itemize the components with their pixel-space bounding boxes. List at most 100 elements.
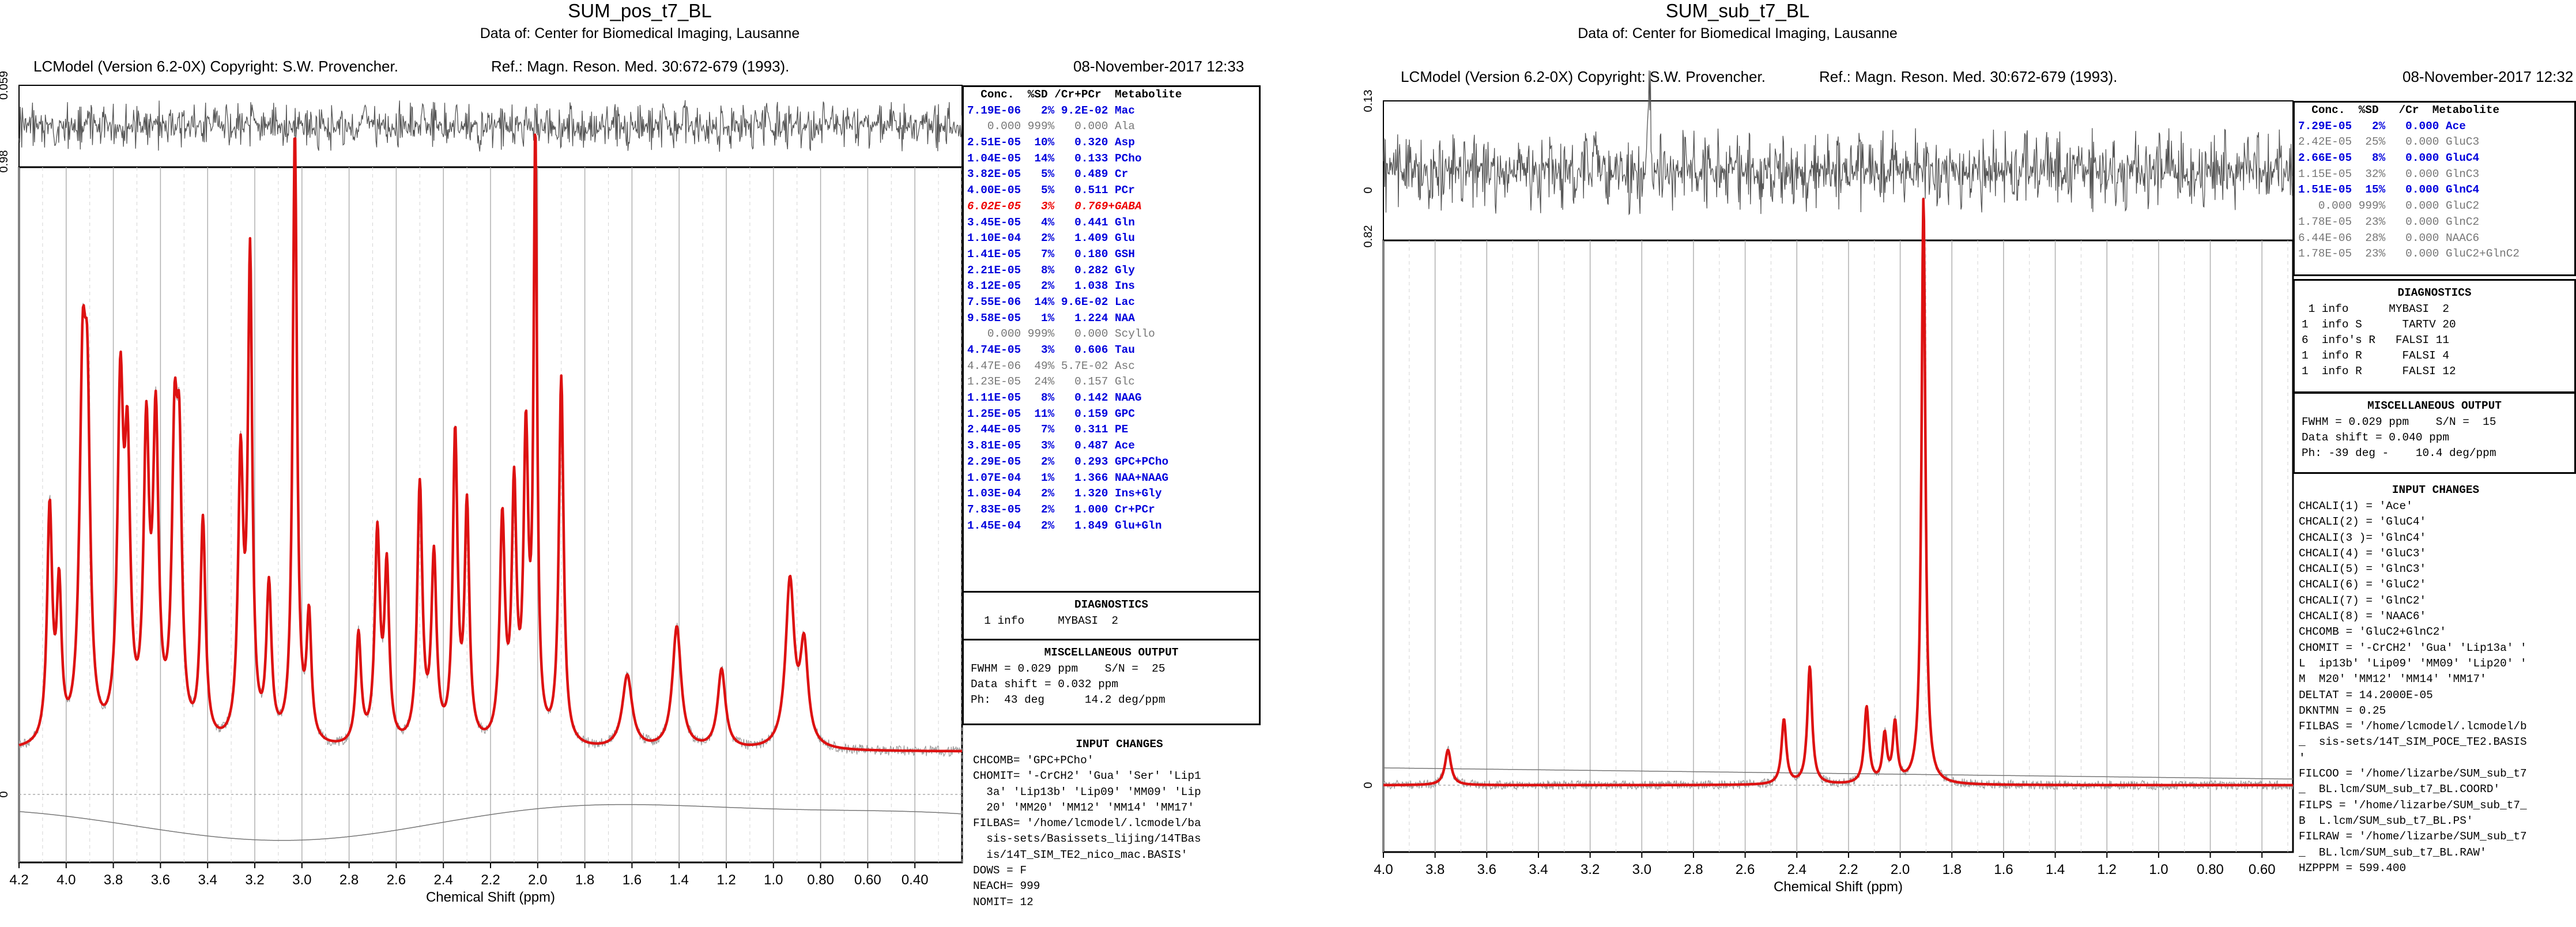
y-axis-label: 0.98	[0, 150, 10, 173]
text-line: CHCALI(2) = 'GluC4'	[2299, 515, 2427, 529]
x-tick-label: 3.6	[1477, 862, 1496, 877]
x-tick-label: 1.0	[764, 872, 783, 888]
x-tick-label: 0.60	[2249, 862, 2276, 877]
table-row: 1.78E-05 23% 0.000 GluC2+GlnC2	[2298, 247, 2520, 261]
text-line: CHOMIT= '-CrCH2' 'Gua' 'Ser' 'Lip1	[973, 770, 1201, 783]
report-date: 08-November-2017 12:33	[1073, 58, 1244, 75]
x-tick-label: 1.4	[2046, 862, 2065, 877]
concentration-table: Conc. %SD /Cr+PCr Metabolite 7.19E-06 2%…	[962, 85, 1261, 593]
x-tick-label: 2.8	[340, 872, 359, 888]
text-line: FILBAS = '/home/lcmodel/.lcmodel/b	[2299, 720, 2527, 733]
x-tick-label: 0.60	[854, 872, 881, 888]
table-row: 6.02E-05 3% 0.769+GABA	[967, 199, 1142, 213]
misc-title: MISCELLANEOUS OUTPUT	[1044, 646, 1179, 659]
text-line: CHCOMB= 'GPC+PCho'	[973, 754, 1094, 767]
text-line: B L.lcm/SUM_sub_t7_BL.PS'	[2299, 814, 2473, 827]
report-title: SUM_sub_t7_BL	[1665, 0, 1810, 21]
text-line: 1 info R FALSI 4	[2302, 349, 2449, 362]
table-row: 0.000 999% 0.000 Ala	[967, 120, 1135, 133]
text-line: Data shift = 0.032 ppm	[971, 678, 1118, 691]
table-row: 1.03E-04 2% 1.320 Ins+Gly	[967, 487, 1162, 500]
input-changes-title: INPUT CHANGES	[2392, 484, 2480, 496]
x-tick-label: 3.8	[104, 872, 123, 888]
x-tick-label: 1.2	[716, 872, 736, 888]
text-line: CHCALI(6) = 'GluC2'	[2299, 578, 2427, 591]
x-tick-label: 2.6	[387, 872, 406, 888]
program-copyright: LCModel (Version 6.2-0X) Copyright: S.W.…	[33, 58, 398, 75]
text-line: 6 info's R FALSI 11	[2302, 334, 2449, 346]
x-tick-label: 0.80	[807, 872, 834, 888]
baseline-trace	[18, 804, 963, 841]
table-row: 3.81E-05 3% 0.487 Ace	[967, 439, 1135, 453]
text-line: FILPS = '/home/lizarbe/SUM_sub_t7_	[2299, 798, 2527, 812]
table-row: 1.78E-05 23% 0.000 GlnC2	[2298, 215, 2480, 228]
text-line: sis-sets/Basissets_lijing/14TBas	[973, 832, 1201, 846]
x-tick-label: 0.80	[2197, 862, 2224, 877]
x-tick-label: 3.2	[1581, 862, 1600, 877]
table-row: 4.74E-05 3% 0.606 Tau	[967, 344, 1135, 356]
table-row: 1.15E-05 32% 0.000 GlnC3	[2298, 167, 2480, 180]
text-line: CHCALI(5) = 'GlnC3'	[2299, 563, 2427, 576]
text-line: CHCALI(3 )= 'GlnC4'	[2299, 531, 2427, 544]
table-row: 1.04E-05 14% 0.133 PCho	[967, 152, 1142, 165]
x-tick-label: 3.8	[1425, 862, 1444, 877]
text-line: L ip13b' 'Lip09' 'MM09' 'Lip20' '	[2299, 657, 2527, 670]
y-axis-label: 0	[0, 791, 10, 797]
diagnostics-title: DIAGNOSTICS	[1074, 598, 1148, 611]
text-line: _ BL.lcm/SUM_sub_t7_BL.COORD'	[2299, 783, 2500, 796]
misc-output-panel: MISCELLANEOUS OUTPUT FWHM = 0.029 ppm S/…	[2293, 392, 2576, 474]
table-row: 2.21E-05 8% 0.282 Gly	[967, 263, 1135, 277]
text-line: DELTAT = 14.2000E-05	[2299, 688, 2433, 702]
text-line: CHCALI(8) = 'NAAC6'	[2299, 610, 2427, 623]
x-tick-label: 3.0	[1632, 862, 1651, 877]
text-line: 20' 'MM20' 'MM12' 'MM14' 'MM17'	[973, 801, 1194, 814]
x-tick-label: 3.2	[245, 872, 264, 888]
table-header: Conc. %SD /Cr Metabolite	[2298, 104, 2500, 116]
table-row: 2.42E-05 25% 0.000 GluC3	[2298, 135, 2480, 149]
text-line: HZPPPM = 599.400	[2299, 861, 2407, 875]
data-trace	[1383, 197, 2294, 791]
x-tick-label: 2.8	[1684, 862, 1703, 877]
table-row: 8.12E-05 2% 1.038 Ins	[967, 280, 1135, 293]
text-line: CHCALI(1) = 'Ace'	[2299, 500, 2413, 513]
x-axis-label: Chemical Shift (ppm)	[1774, 879, 1903, 895]
x-tick-label: 2.4	[434, 872, 453, 888]
table-row: 2.51E-05 10% 0.320 Asp	[967, 136, 1135, 149]
x-tick-label: 4.0	[1374, 862, 1393, 877]
table-row: 7.19E-06 2% 9.2E-02 Mac	[967, 104, 1135, 117]
text-line: _ BL.lcm/SUM_sub_t7_BL.RAW'	[2299, 846, 2487, 859]
x-tick-label: 2.6	[1736, 862, 1755, 877]
table-row: 7.29E-05 2% 0.000 Ace	[2298, 119, 2466, 133]
x-tick-label: 1.0	[2149, 862, 2168, 877]
table-row: 9.58E-05 1% 1.224 NAA	[967, 311, 1135, 325]
x-tick-label: 2.2	[481, 872, 500, 888]
text-line: 1 info S TARTV 20	[2302, 318, 2456, 331]
x-tick-label: 3.0	[292, 872, 311, 888]
input-changes-panel: INPUT CHANGES CHCALI(1) = 'Ace' CHCALI(2)…	[2295, 481, 2576, 876]
diagnostics-panel: DIAGNOSTICS 1 info MYBASI 2 1 info S TART…	[2293, 279, 2576, 393]
table-row: 7.83E-05 2% 1.000 Cr+PCr	[967, 503, 1155, 516]
input-changes-panel: INPUT CHANGES CHCOMB= 'GPC+PCho' CHOMIT= …	[970, 736, 1269, 910]
table-row: 4.47E-06 49% 5.7E-02 Asc	[967, 359, 1135, 372]
table-row: 1.07E-04 1% 1.366 NAA+NAAG	[967, 471, 1169, 484]
table-row: 4.00E-05 5% 0.511 PCr	[967, 184, 1135, 197]
table-row: 1.25E-05 11% 0.159 GPC	[967, 407, 1135, 420]
table-row: 7.55E-06 14% 9.6E-02 Lac	[967, 295, 1135, 308]
table-row: 1.23E-05 24% 0.157 Glc	[967, 375, 1135, 389]
input-changes-title: INPUT CHANGES	[1076, 738, 1163, 751]
text-line: DKNTMN = 0.25	[2299, 704, 2386, 717]
table-row: 1.41E-05 7% 0.180 GSH	[967, 247, 1135, 261]
table-row: 1.45E-04 2% 1.849 Glu+Gln	[967, 519, 1162, 532]
spectrum-chart-sub: 4.0 3.8 3.6 3.4 3.2 3.0 2.8 2.6 2.4 2.2 2.0 1.8 1.6 1…	[1362, 70, 2294, 895]
text-line: FILBAS= '/home/lcmodel/.lcmodel/ba	[973, 817, 1201, 830]
report-subtitle: Data of: Center for Biomedical Imaging, …	[1578, 25, 1898, 42]
y-axis-label: 0.059	[0, 71, 10, 100]
x-tick-label: 1.6	[1994, 862, 2013, 877]
table-row: 3.45E-05 4% 0.441 Gln	[967, 216, 1135, 229]
fit-trace	[18, 133, 963, 753]
y-axis-label: 0	[1362, 782, 1375, 788]
text-line: Ph: -39 deg - 10.4 deg/ppm	[2302, 447, 2496, 459]
text-line: CHCALI(4) = 'GluC3'	[2299, 547, 2427, 560]
table-row: 1.51E-05 15% 0.000 GlnC4	[2298, 183, 2480, 197]
text-line: 1 info MYBASI 2	[971, 615, 1118, 627]
